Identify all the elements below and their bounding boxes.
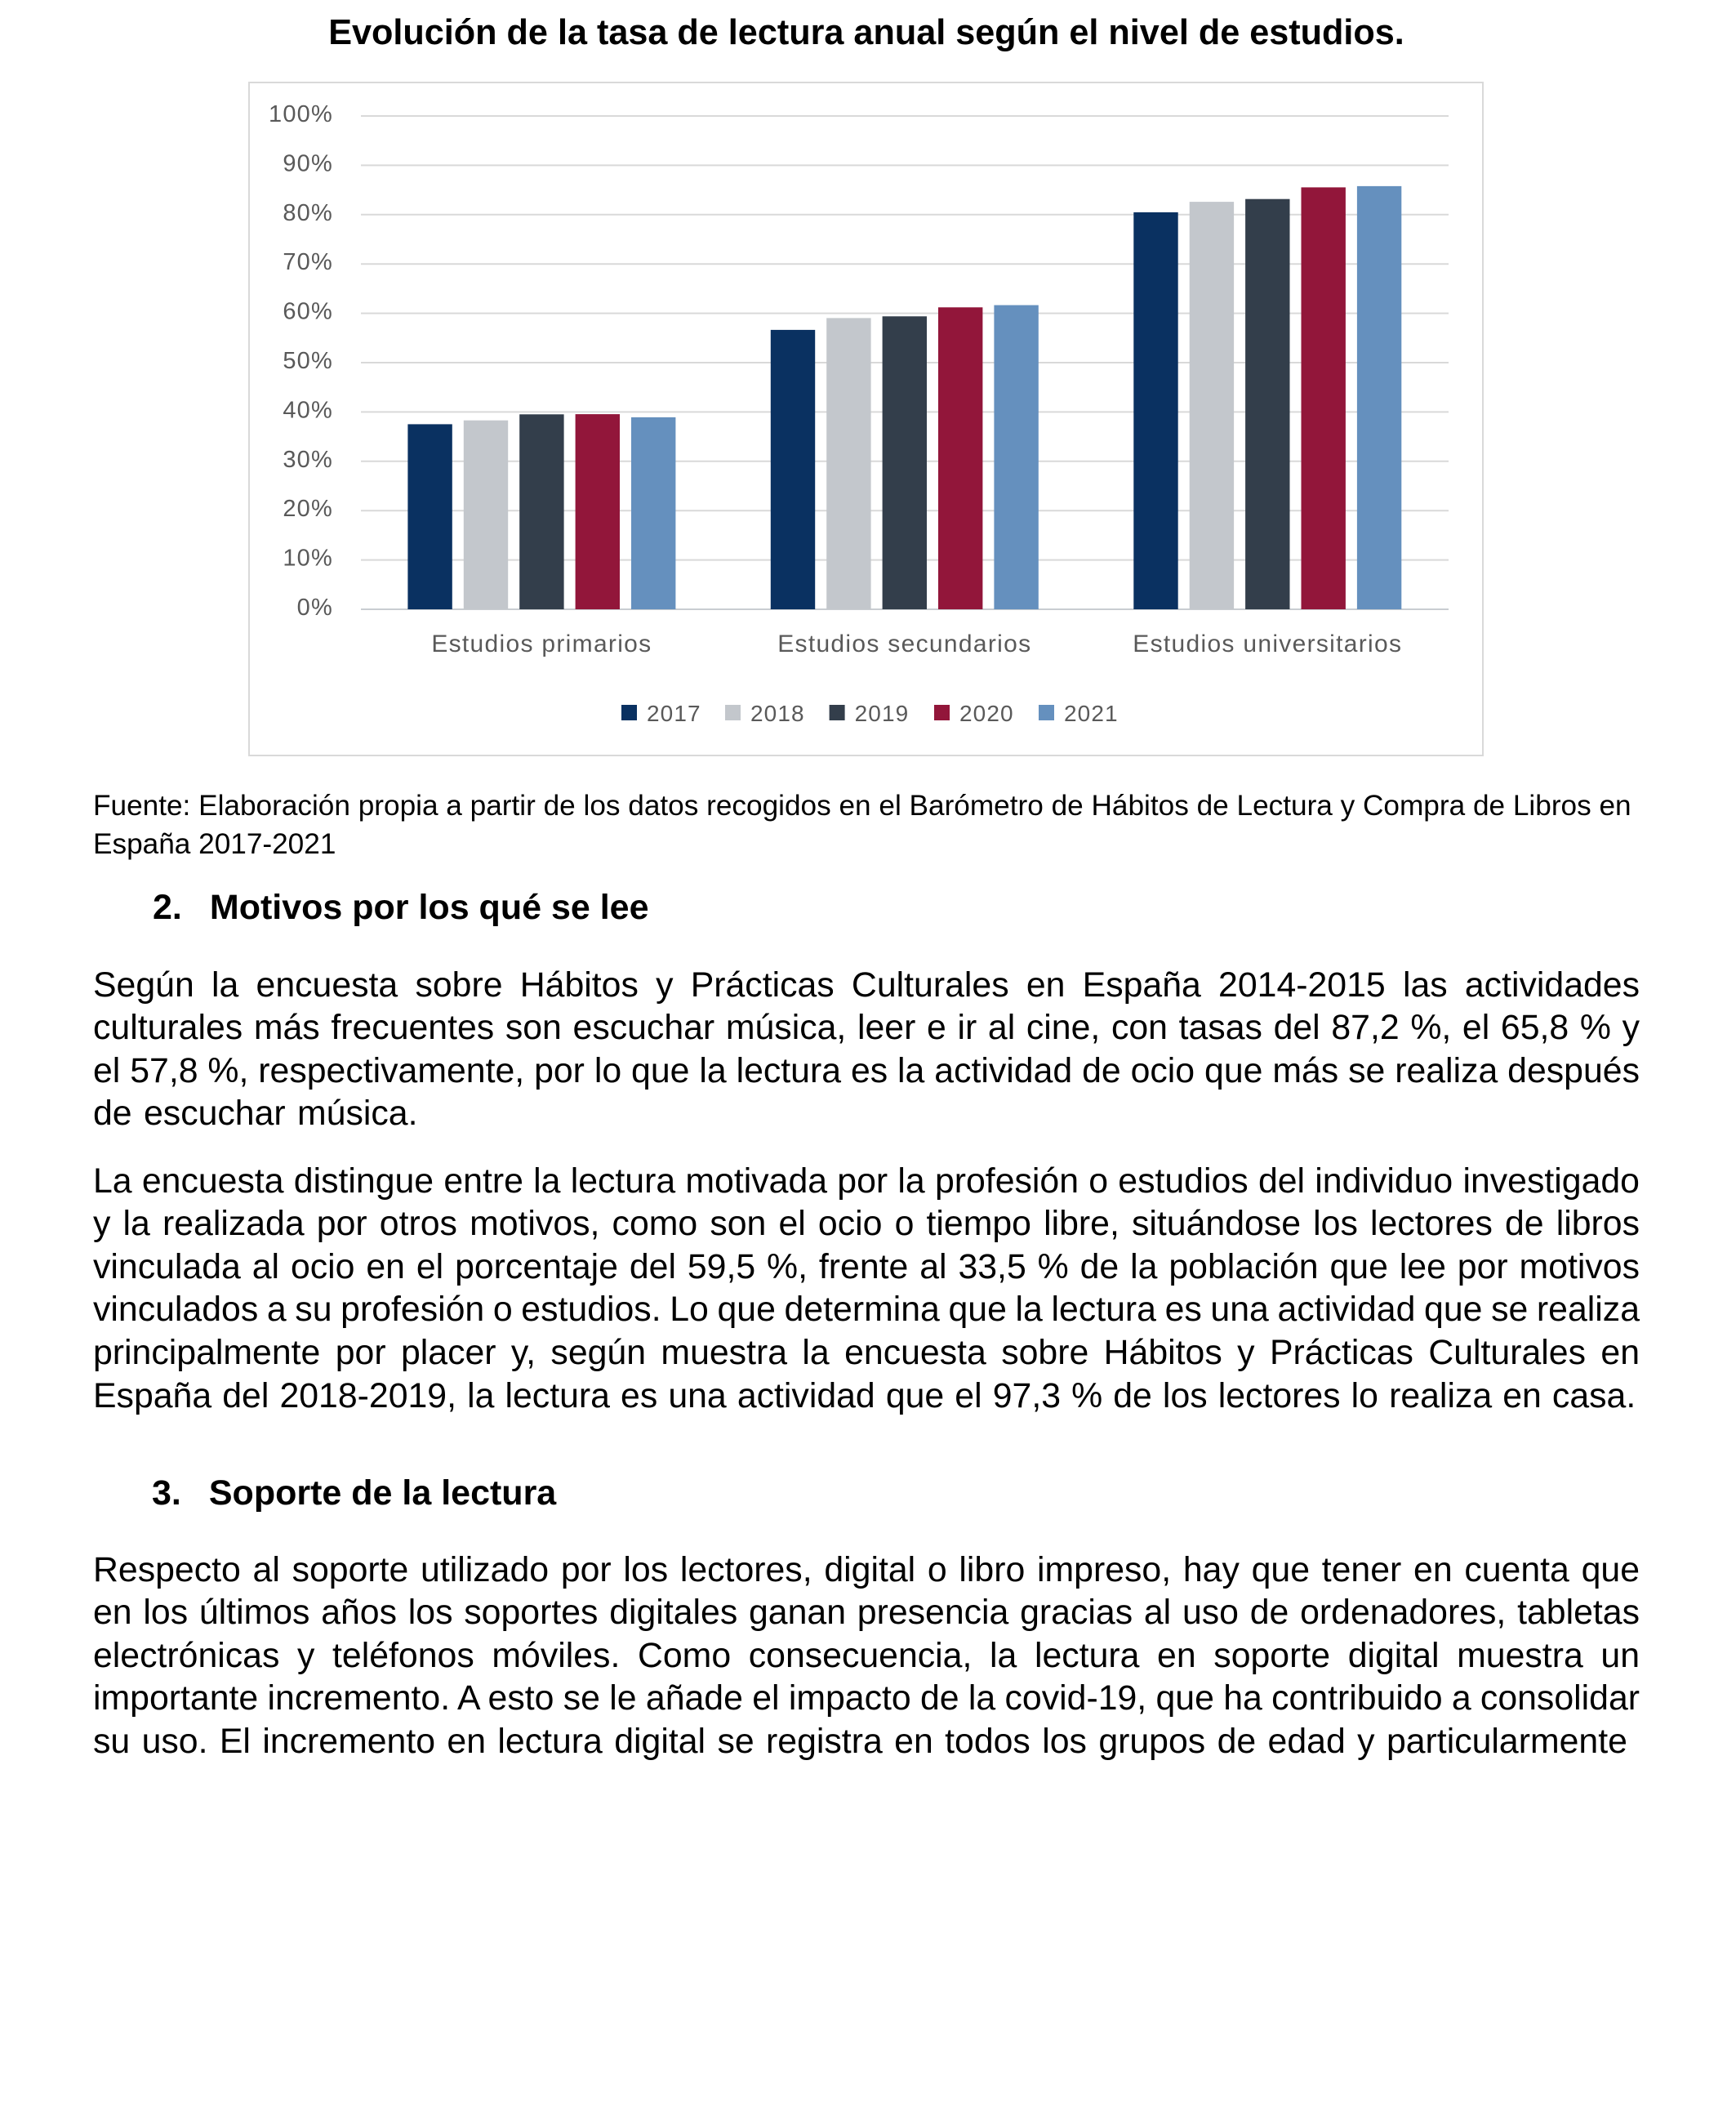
svg-text:Estudios universitarios: Estudios universitarios bbox=[1133, 631, 1402, 657]
svg-text:30%: 30% bbox=[283, 447, 333, 473]
svg-text:2019: 2019 bbox=[855, 701, 910, 726]
svg-text:10%: 10% bbox=[283, 546, 333, 572]
svg-text:2017: 2017 bbox=[647, 701, 701, 726]
svg-text:90%: 90% bbox=[283, 150, 333, 176]
svg-text:Estudios primarios: Estudios primarios bbox=[431, 631, 652, 657]
svg-text:70%: 70% bbox=[283, 249, 333, 275]
svg-text:Estudios secundarios: Estudios secundarios bbox=[777, 631, 1031, 657]
svg-text:2018: 2018 bbox=[750, 701, 805, 726]
svg-text:20%: 20% bbox=[283, 496, 333, 522]
svg-text:60%: 60% bbox=[283, 299, 333, 325]
svg-text:80%: 80% bbox=[283, 200, 333, 226]
svg-text:50%: 50% bbox=[283, 348, 333, 374]
svg-text:100%: 100% bbox=[269, 101, 333, 127]
svg-text:40%: 40% bbox=[283, 397, 333, 423]
svg-text:2021: 2021 bbox=[1064, 701, 1119, 726]
svg-text:0%: 0% bbox=[297, 595, 333, 621]
svg-text:2020: 2020 bbox=[959, 701, 1014, 726]
